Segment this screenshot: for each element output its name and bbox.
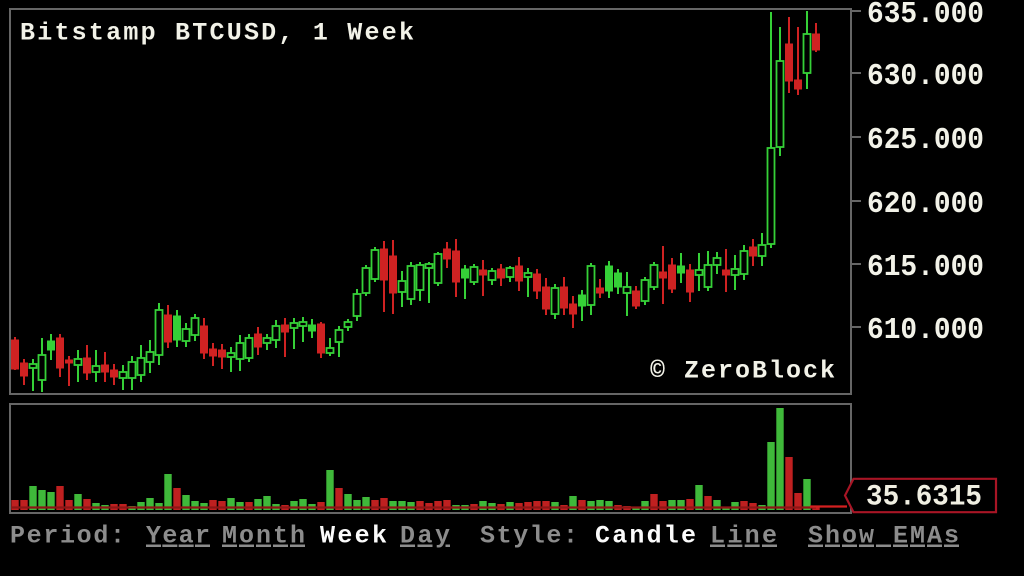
svg-text:© ZeroBlock: © ZeroBlock <box>650 357 835 386</box>
svg-text:635.000: 635.000 <box>867 0 984 32</box>
svg-text:Year: Year <box>146 522 210 551</box>
svg-text:Style:: Style: <box>480 522 578 551</box>
svg-text:610.000: 610.000 <box>867 313 984 348</box>
svg-text:Bitstamp BTCUSD, 1 Week: Bitstamp BTCUSD, 1 Week <box>20 19 414 48</box>
svg-text:Show EMAs: Show EMAs <box>808 522 959 551</box>
svg-text:615.000: 615.000 <box>867 250 984 285</box>
svg-text:Period:: Period: <box>10 522 125 551</box>
svg-text:Day: Day <box>400 522 450 551</box>
svg-text:620.000: 620.000 <box>867 187 984 222</box>
svg-text:630.000: 630.000 <box>867 59 984 94</box>
svg-text:Month: Month <box>222 522 305 551</box>
svg-text:625.000: 625.000 <box>867 123 984 158</box>
svg-text:35.6315: 35.6315 <box>866 481 982 515</box>
